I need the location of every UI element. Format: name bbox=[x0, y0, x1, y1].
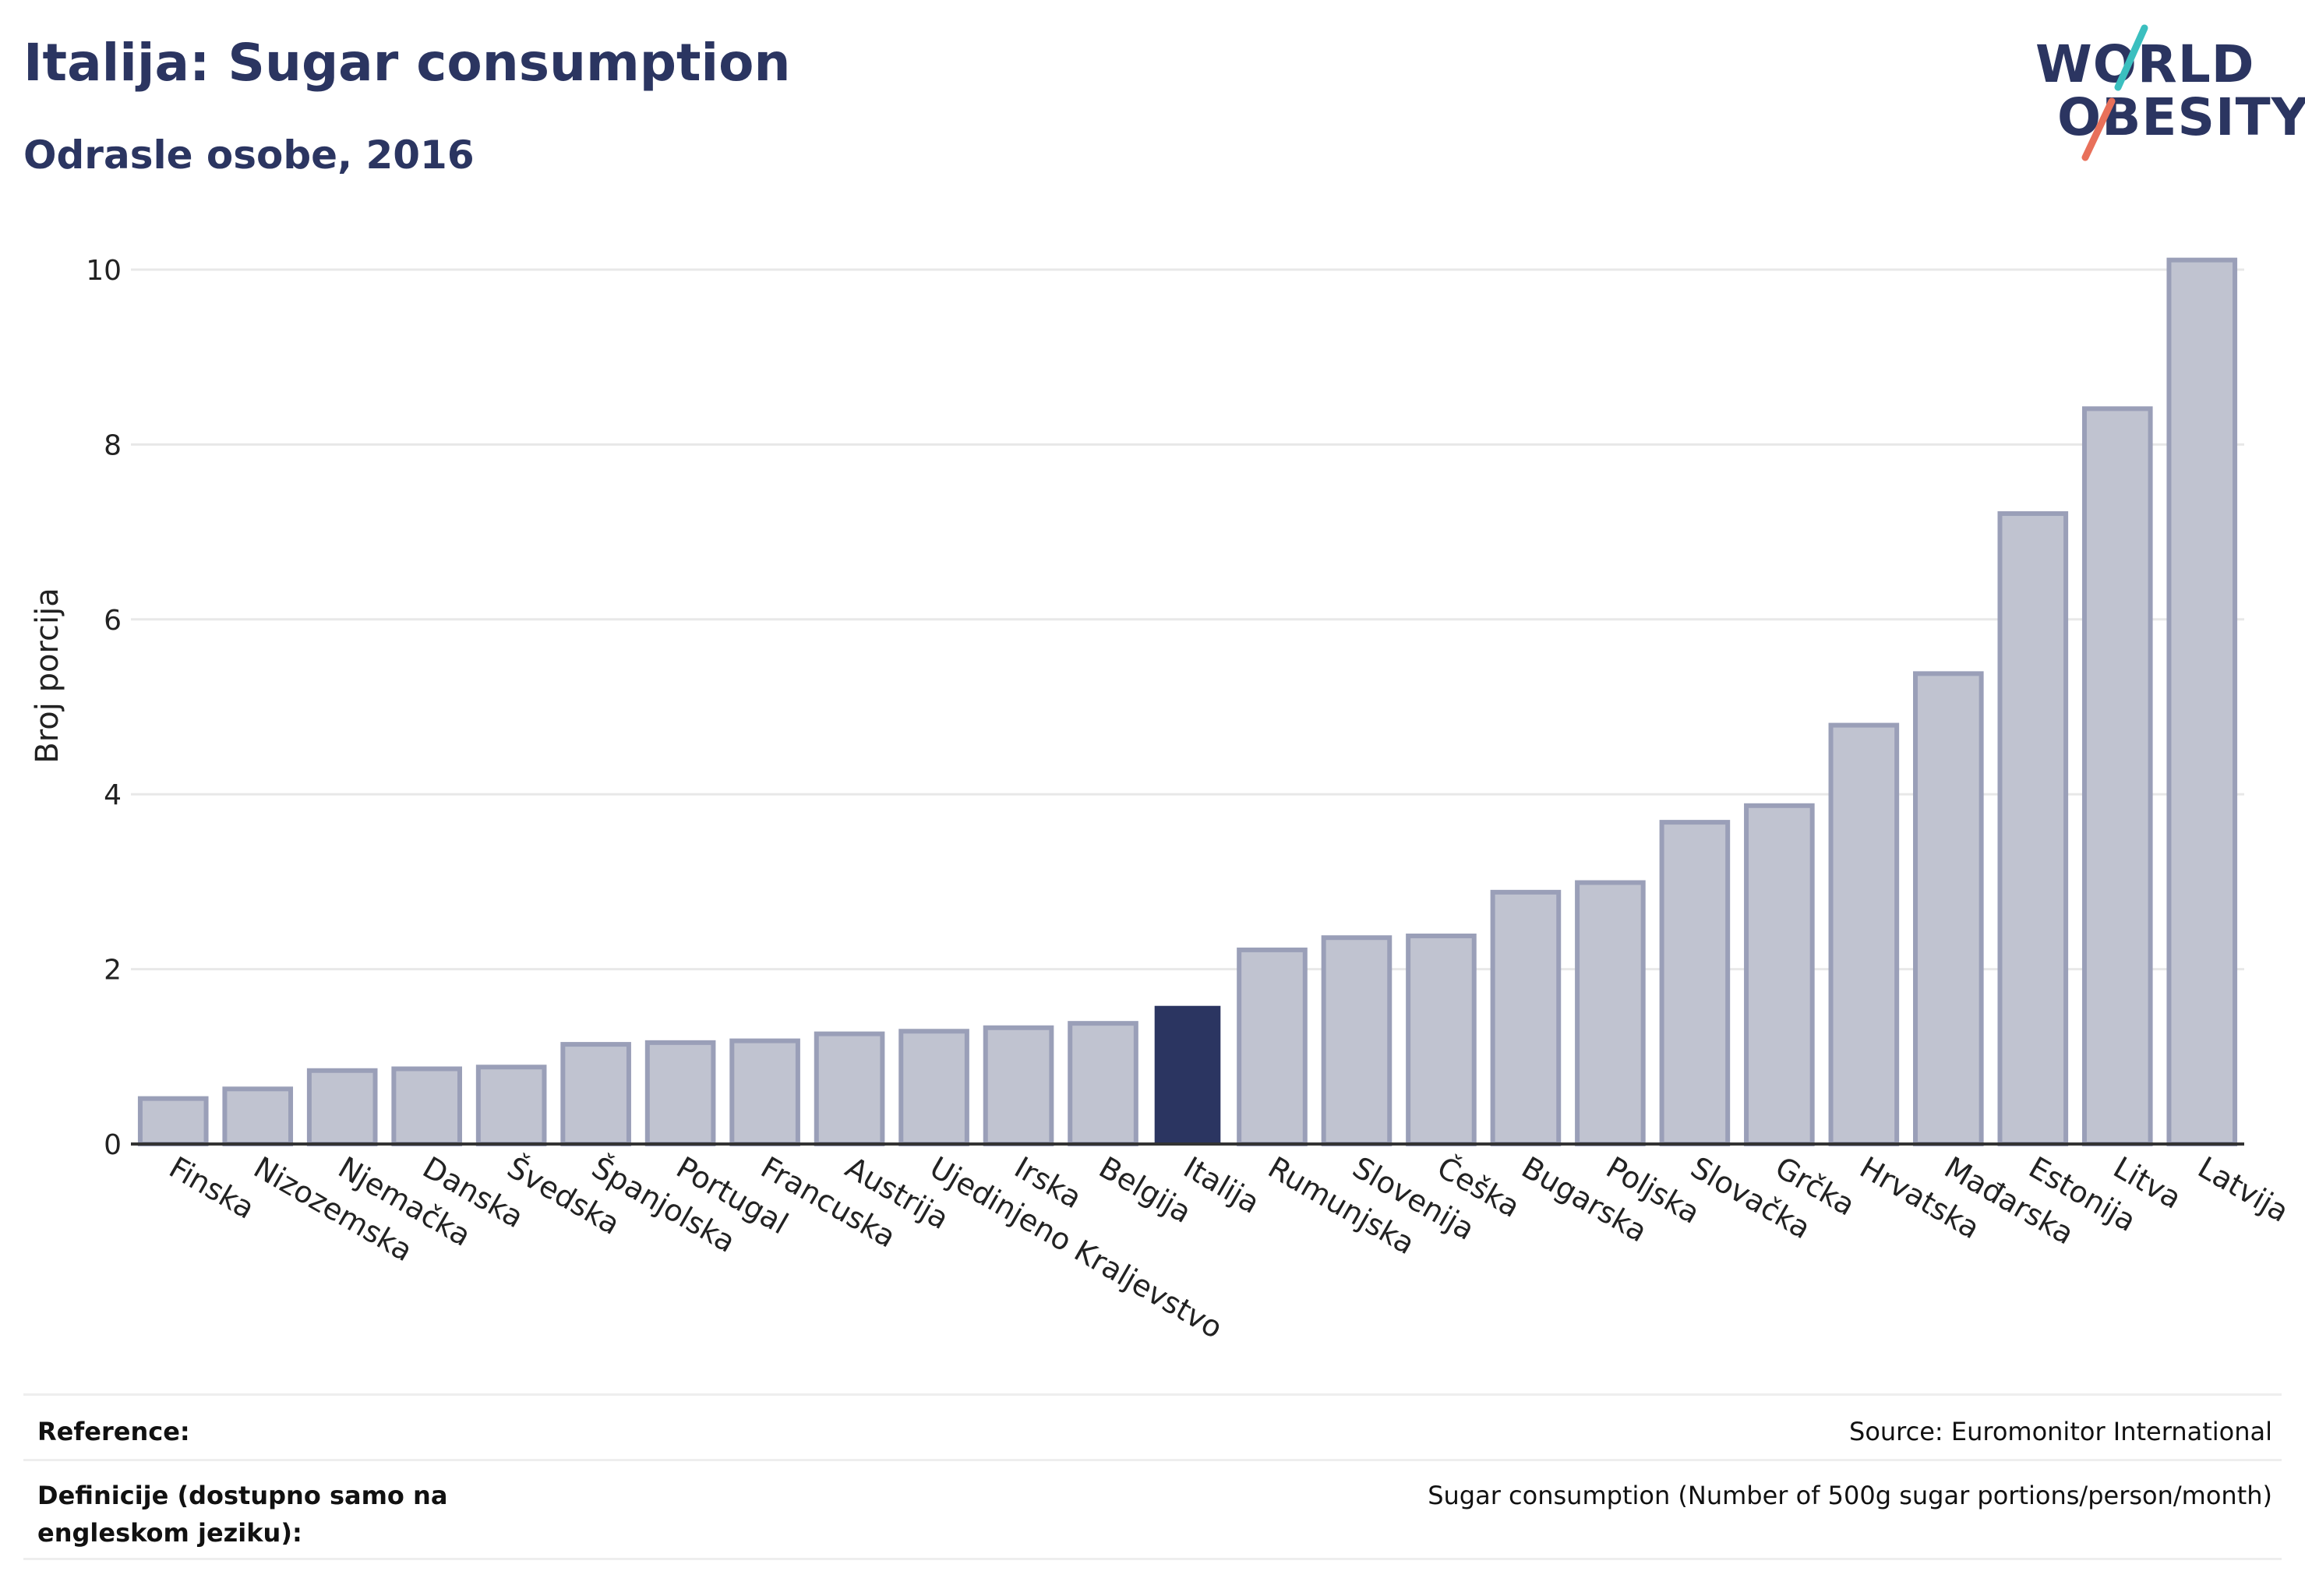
bar bbox=[475, 1065, 547, 1147]
bar bbox=[1913, 671, 1984, 1146]
x-tick-label: Finska bbox=[164, 1150, 260, 1226]
bars bbox=[137, 257, 2238, 1147]
definition-value: Sugar consumption (Number of 500g sugar … bbox=[1428, 1481, 2272, 1510]
y-tick-label: 10 bbox=[86, 255, 122, 287]
bar bbox=[560, 1042, 631, 1147]
x-tick-label: Belgija bbox=[1093, 1150, 1197, 1230]
bar bbox=[391, 1066, 462, 1147]
bar bbox=[1490, 889, 1562, 1146]
bar bbox=[983, 1025, 1054, 1147]
bar bbox=[222, 1086, 294, 1146]
reference-row: Reference: Source: Euromonitor Internati… bbox=[23, 1393, 2282, 1461]
bar bbox=[2081, 406, 2153, 1146]
y-axis-title: Broj porcija bbox=[30, 588, 65, 763]
bar bbox=[1659, 820, 1731, 1146]
y-tick-label: 2 bbox=[104, 955, 122, 987]
bar bbox=[729, 1038, 800, 1146]
bar bbox=[1828, 722, 1900, 1146]
bar bbox=[1068, 1021, 1138, 1146]
bar bbox=[306, 1068, 378, 1146]
bar bbox=[644, 1040, 716, 1147]
logo-text-world: WORLD bbox=[2035, 34, 2255, 94]
y-tick-label: 4 bbox=[104, 779, 122, 811]
bar bbox=[1237, 947, 1308, 1147]
reference-label: Reference: bbox=[37, 1417, 190, 1446]
bar bbox=[1406, 933, 1477, 1146]
world-obesity-logo: WORLD OBESITY bbox=[2026, 23, 2305, 164]
y-tick-label: 8 bbox=[104, 429, 122, 461]
y-tick-label: 0 bbox=[104, 1129, 122, 1161]
reference-value: Source: Euromonitor International bbox=[1849, 1417, 2272, 1446]
bar bbox=[1744, 803, 1815, 1146]
definition-label: Definicije (dostupno samo na engleskom j… bbox=[37, 1481, 448, 1548]
bar bbox=[814, 1031, 885, 1147]
logo-slash-icon bbox=[2081, 24, 2148, 161]
bar bbox=[2166, 257, 2238, 1147]
chart-title: Italija: Sugar consumption bbox=[23, 33, 791, 93]
definition-row: Definicije (dostupno samo na engleskom j… bbox=[23, 1459, 2282, 1560]
chart-subtitle: Odrasle osobe, 2016 bbox=[23, 132, 475, 178]
bar bbox=[1575, 880, 1646, 1146]
bar bbox=[898, 1029, 969, 1146]
bar bbox=[1154, 1005, 1221, 1144]
bar bbox=[1997, 511, 2069, 1146]
x-tick-label: Latvija bbox=[2192, 1150, 2294, 1229]
bar bbox=[137, 1096, 209, 1147]
bar bbox=[1321, 935, 1393, 1146]
y-tick-label: 6 bbox=[104, 605, 122, 637]
